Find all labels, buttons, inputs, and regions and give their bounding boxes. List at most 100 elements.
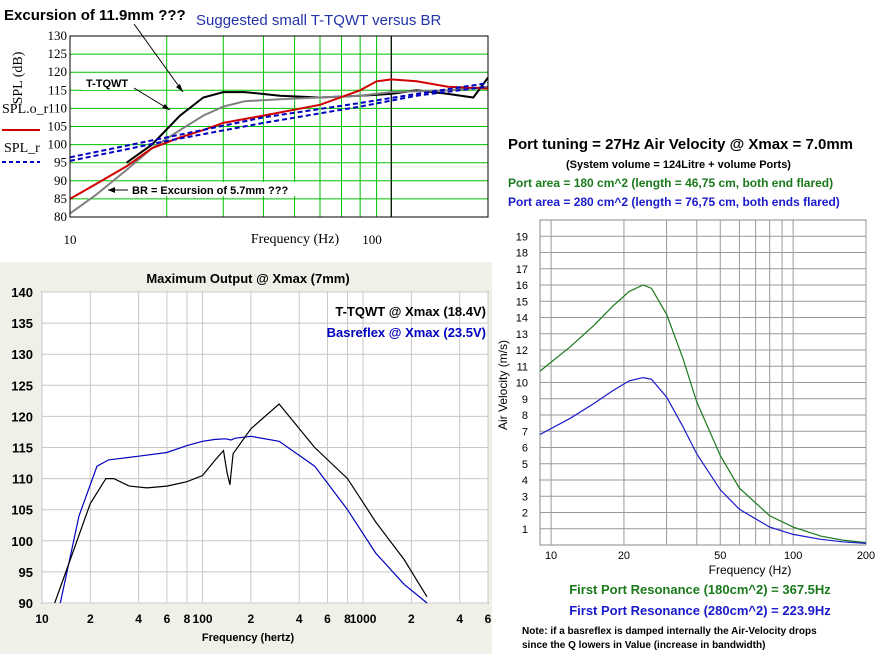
air-velocity-ytick-label: 7 — [522, 426, 528, 438]
air-velocity-ytick-label: 17 — [516, 264, 528, 276]
air-velocity-ytick-label: 2 — [522, 508, 528, 520]
spl-ytick-label: 95 — [54, 155, 67, 170]
air-velocity-xtick-label: 20 — [618, 550, 630, 562]
max-output-xtick-label: 6 — [485, 612, 492, 626]
max-output-x-axis-label: Frequency (hertz) — [202, 632, 295, 644]
spl-ytick-label: 130 — [48, 28, 68, 43]
spl-ytick-label: 85 — [54, 191, 67, 206]
max-output-series-line — [54, 403, 428, 604]
spl-xtick-100: 100 — [362, 232, 382, 247]
max-output-ytick-label: 115 — [12, 441, 33, 456]
air-velocity-ytick-label: 11 — [517, 361, 528, 373]
system-volume-subtitle: (System volume = 124Litre + volume Ports… — [566, 159, 791, 171]
air-velocity-ytick-label: 15 — [516, 296, 528, 308]
air-velocity-xtick-label: 200 — [857, 550, 875, 562]
spl-y-axis-label: SPL (dB) — [11, 51, 26, 104]
air-velocity-ytick-label: 8 — [522, 410, 528, 422]
spl-ytick-label: 90 — [54, 173, 67, 188]
br-pointer-arrowhead — [108, 187, 115, 193]
max-output-xtick-label: 1000 — [350, 612, 377, 626]
first-port-resonance-180: First Port Resonance (180cm^2) = 367.5Hz — [569, 582, 831, 597]
max-output-xtick-label: 4 — [135, 612, 142, 626]
annotation-br-excursion: BR = Excursion of 5.7mm ??? — [132, 185, 288, 197]
air-velocity-ytick-label: 6 — [522, 443, 528, 455]
max-output-ytick-label: 105 — [11, 503, 33, 518]
air-velocity-ytick-label: 13 — [516, 329, 528, 341]
air-velocity-ytick-label: 14 — [516, 313, 528, 325]
max-output-series-line — [59, 435, 428, 604]
legend-tqwt-xmax: T-TQWT @ Xmax (18.4V) — [335, 304, 486, 319]
air-velocity-x-ticks: 10 20 50 100 200 — [545, 550, 875, 562]
max-output-xtick-label: 8 — [344, 612, 351, 626]
legend-spl-o-r: SPL.o_r — [2, 102, 49, 117]
note-line-2: since the Q lowers in Value (increase in… — [522, 640, 765, 651]
spl-x-axis-label: Frequency (Hz) — [251, 232, 340, 247]
tqwt-label-bg — [82, 76, 134, 90]
spl-ytick-label: 100 — [48, 137, 68, 152]
max-output-xtick-label: 4 — [296, 612, 303, 626]
air-velocity-x-axis-label: Frequency (Hz) — [709, 563, 792, 577]
spl-chart-title: Suggested small T-TQWT versus BR — [196, 12, 442, 29]
first-port-resonance-280: First Port Resonance (280cm^2) = 223.9Hz — [569, 603, 831, 618]
max-output-xtick-label: 2 — [248, 612, 255, 626]
air-velocity-xtick-label: 100 — [784, 550, 802, 562]
air-velocity-ytick-label: 4 — [522, 475, 528, 487]
air-velocity-ytick-label: 19 — [516, 231, 528, 243]
note-line-1: Note: if a basreflex is damped internall… — [522, 626, 817, 637]
air-velocity-xtick-label: 10 — [545, 550, 557, 562]
air-velocity-ytick-label: 5 — [522, 459, 528, 471]
air-velocity-xtick-label: 50 — [714, 550, 726, 562]
spl-xtick-10: 10 — [64, 232, 77, 247]
air-velocity-y-axis-label: Air Velocity (m/s) — [496, 340, 510, 430]
max-output-ytick-label: 140 — [11, 285, 33, 300]
max-output-xtick-label: 10 — [35, 612, 49, 626]
air-velocity-ytick-label: 16 — [516, 280, 528, 292]
max-output-title: Maximum Output @ Xmax (7mm) — [146, 271, 349, 286]
max-output-ytick-label: 90 — [19, 596, 33, 611]
spl-ytick-label: 105 — [48, 119, 68, 134]
legend-spl-r: SPL_r — [4, 141, 40, 156]
air-velocity-ytick-label: 9 — [522, 394, 528, 406]
spl-series-line — [69, 82, 489, 159]
max-output-ytick-label: 100 — [11, 534, 33, 549]
legend-basreflex-xmax: Basreflex @ Xmax (23.5V) — [327, 325, 486, 340]
max-output-xtick-label: 4 — [456, 612, 463, 626]
spl-plot-border — [69, 35, 489, 218]
max-output-grid — [41, 291, 489, 604]
air-velocity-lines — [539, 284, 867, 544]
max-output-y-ticks: 90 95 100 105 110 115 120 125 130 135 140 — [11, 285, 33, 611]
air-velocity-ytick-label: 1 — [522, 524, 528, 536]
spl-ytick-label: 115 — [48, 82, 67, 97]
air-velocity-ytick-label: 12 — [516, 345, 528, 357]
excursion-pointer-arrowhead — [176, 84, 183, 92]
max-output-xtick-label: 8 — [184, 612, 191, 626]
annotation-excursion-tqwt: Excursion of 11.9mm ??? — [4, 7, 186, 24]
spl-ytick-label: 110 — [48, 100, 67, 115]
br-label-bg — [128, 182, 306, 196]
spl-series-line — [69, 85, 489, 215]
max-output-ytick-label: 125 — [11, 378, 33, 393]
max-output-xtick-label: 6 — [164, 612, 171, 626]
spl-ytick-label: 120 — [48, 64, 68, 79]
spl-lines — [69, 77, 489, 215]
air-velocity-chart: Port tuning = 27Hz Air Velocity @ Xmax =… — [496, 136, 875, 651]
max-output-xtick-label: 6 — [324, 612, 331, 626]
air-velocity-series-line — [539, 376, 867, 544]
legend-port-180: Port area = 180 cm^2 (length = 46,75 cm,… — [508, 176, 833, 190]
air-velocity-ytick-label: 18 — [516, 248, 528, 260]
max-output-xtick-label: 2 — [87, 612, 94, 626]
max-output-ytick-label: 110 — [12, 472, 33, 487]
tqwt-pointer-arrowhead — [162, 104, 170, 110]
spl-y-ticks: 80 85 90 95 100 105 110 115 120 125 130 — [48, 28, 68, 224]
excursion-pointer-line — [133, 23, 184, 93]
air-velocity-series-line — [539, 284, 867, 544]
air-velocity-ytick-label: 3 — [522, 491, 528, 503]
max-output-ytick-label: 130 — [11, 347, 33, 362]
max-output-xtick-label: 2 — [408, 612, 415, 626]
max-output-ytick-label: 135 — [11, 316, 33, 331]
spl-series-line — [69, 85, 489, 162]
